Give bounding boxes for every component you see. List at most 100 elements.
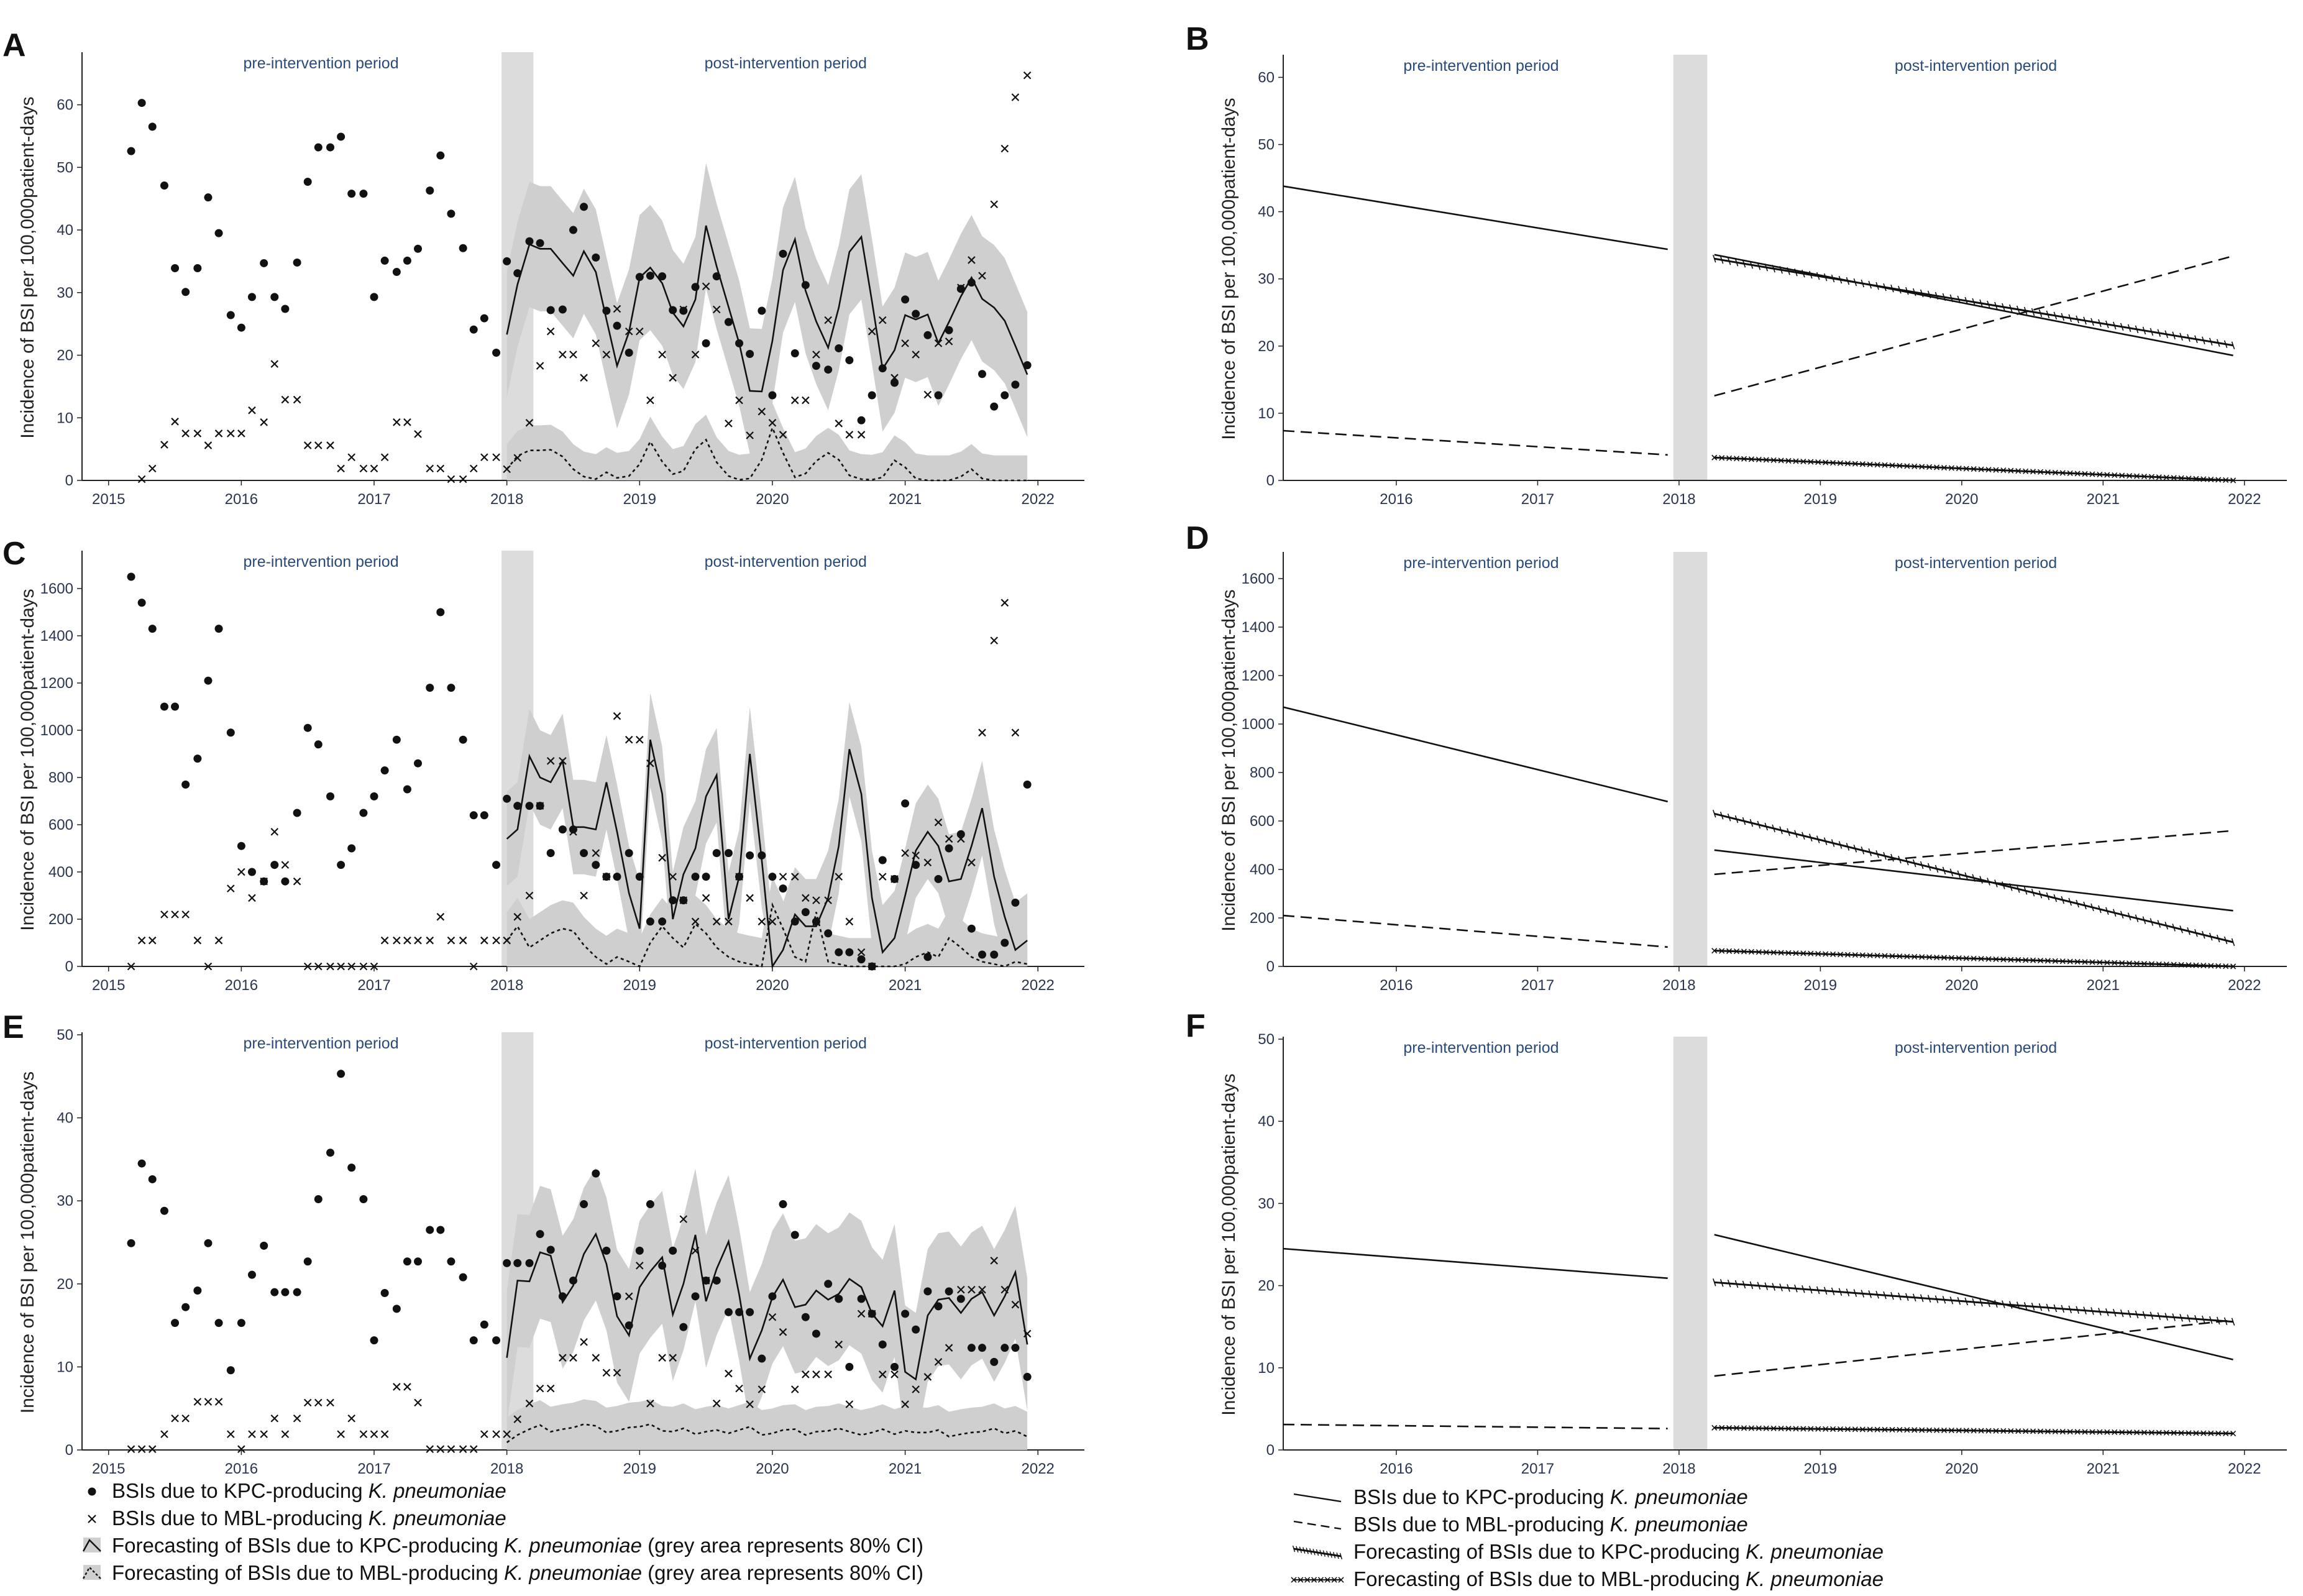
mbl-point [746,431,754,439]
mbl-forecast-trend-mark [2000,1428,2007,1434]
mbl-point [513,454,522,462]
kpc-point [436,608,445,617]
mbl-point [625,735,633,744]
mbl-point [812,351,820,359]
kpc-point [337,861,346,869]
mbl-forecast-trend-mark [2000,956,2007,963]
mbl-forecast-trend-mark [2119,1429,2125,1436]
mbl-forecast-trend-mark [2044,469,2051,475]
mbl-post-trend [1714,830,2233,876]
mbl-point [393,418,401,426]
mbl-point [923,1373,932,1381]
kpc-forecast-trend-mark [1972,298,1976,306]
kpc-forecast-trend-mark [1972,874,1976,882]
kpc-forecast-trend-mark [2076,1306,2079,1314]
kpc-point [281,305,290,313]
mbl-forecast-trend-mark [2178,1430,2184,1436]
kpc-pre-trend [1283,1247,1668,1279]
legend-text-main: Forecasting of BSIs due to KPC-producing [112,1534,504,1557]
mbl-forecast-trend-mark [2030,469,2036,475]
kpc-forecast-trend-mark [2120,910,2124,919]
mbl-point [725,420,733,428]
y-tick-label: 600 [1250,813,1275,830]
mbl-forecast-trend-mark [1726,1425,1733,1431]
kpc-forecast-trend-mark [1913,1293,1916,1302]
mbl-forecast-trend-mark [1770,949,1777,956]
kpc-point [403,1257,411,1266]
kpc-point [868,1309,876,1318]
kpc-point [801,281,810,290]
kpc-forecast-trend-mark [1949,868,1954,877]
mbl-forecast-trend-mark [1778,1425,1784,1432]
mbl-forecast-trend-mark [1741,948,1747,955]
kpc-forecast-trend-mark [1979,1298,1983,1307]
y-tick-label: 800 [1250,764,1275,781]
mbl-point [559,351,567,359]
kpc-forecast-trend-mark [1713,255,1716,263]
cross-mark [1317,1577,1324,1583]
legend-text-suffix: (grey area represents 80% CI) [642,1534,923,1557]
mbl-forecast-trend-mark [2200,962,2207,969]
mbl-point [270,360,279,368]
kpc-forecast-trend-mark [1994,1300,1998,1308]
mbl-point [148,1445,157,1453]
mbl-forecast-trend-mark [1756,949,1762,955]
mbl-point [646,759,654,768]
kpc-point [824,365,833,374]
dashed-line-icon [1293,1520,1342,1530]
kpc-point [901,1309,910,1318]
mbl-forecast-trend-mark [2015,956,2021,963]
mbl-forecast-trend-mark [2074,1429,2081,1435]
kpc-point [337,1070,346,1078]
kpc-point [525,802,534,810]
y-tick-label: 1400 [1242,619,1275,636]
legend-item: Forecasting of BSIs due to MBL-producing… [1291,1567,1884,1590]
mbl-point [912,351,920,359]
kpc-point [679,306,688,315]
mbl-point [469,962,478,971]
y-axis-label: Incidence of BSI per 100,000patient-days [1219,1073,1239,1415]
mbl-forecast-trend-mark [1815,459,1821,466]
kpc-forecast-trend-mark [2061,1305,2065,1313]
kpc-forecast-trend-mark [1749,819,1754,827]
kpc-point [260,877,268,886]
legend-label: Forecasting of BSIs due to MBL-producing… [1353,1567,1884,1590]
mbl-point [426,1445,434,1453]
y-tick-label: 60 [1258,69,1275,86]
mbl-point [193,1398,202,1406]
mbl-forecast-trend-mark [1971,1428,1977,1434]
kpc-point [260,1241,268,1250]
mbl-forecast-trend-mark [1897,1427,1903,1433]
kpc-point [260,259,268,267]
x-tick-label: 2018 [490,491,523,508]
mbl-point [824,316,832,324]
mbl-point [380,936,389,945]
mbl-point [127,1445,135,1453]
mbl-forecast-trend-mark [2230,1430,2237,1437]
mbl-point [227,1430,235,1438]
kpc-point [923,331,932,339]
solid-line-icon [1293,1493,1342,1503]
mbl-point [359,962,368,971]
kpc-forecast-trend-mark [2112,1309,2117,1317]
x-tick-label: 2018 [1662,1461,1695,1477]
mbl-forecast-trend-mark [1948,465,1954,471]
mbl-forecast-trend-mark [1993,467,1999,473]
kpc-forecast-trend-mark [1713,810,1716,818]
mbl-forecast-trend-mark [1956,466,1962,472]
mbl-point [725,1369,733,1378]
kpc-point [337,132,346,141]
mbl-forecast-trend-mark [1733,456,1740,462]
kpc-point [558,1292,567,1301]
kpc-point [503,257,511,265]
kpc-forecast-trend-mark [1802,832,1805,840]
kpc-point [569,226,577,234]
kpc-point [878,1340,887,1349]
mbl-forecast-trend-mark [2030,957,2036,963]
mbl-point [636,327,644,336]
kpc-forecast-trend-mark [1898,855,1902,864]
kpc-point [890,1362,899,1371]
kpc-forecast-trend-mark [1913,859,1916,868]
kpc-point [812,1329,820,1338]
mbl-point [968,1285,976,1294]
